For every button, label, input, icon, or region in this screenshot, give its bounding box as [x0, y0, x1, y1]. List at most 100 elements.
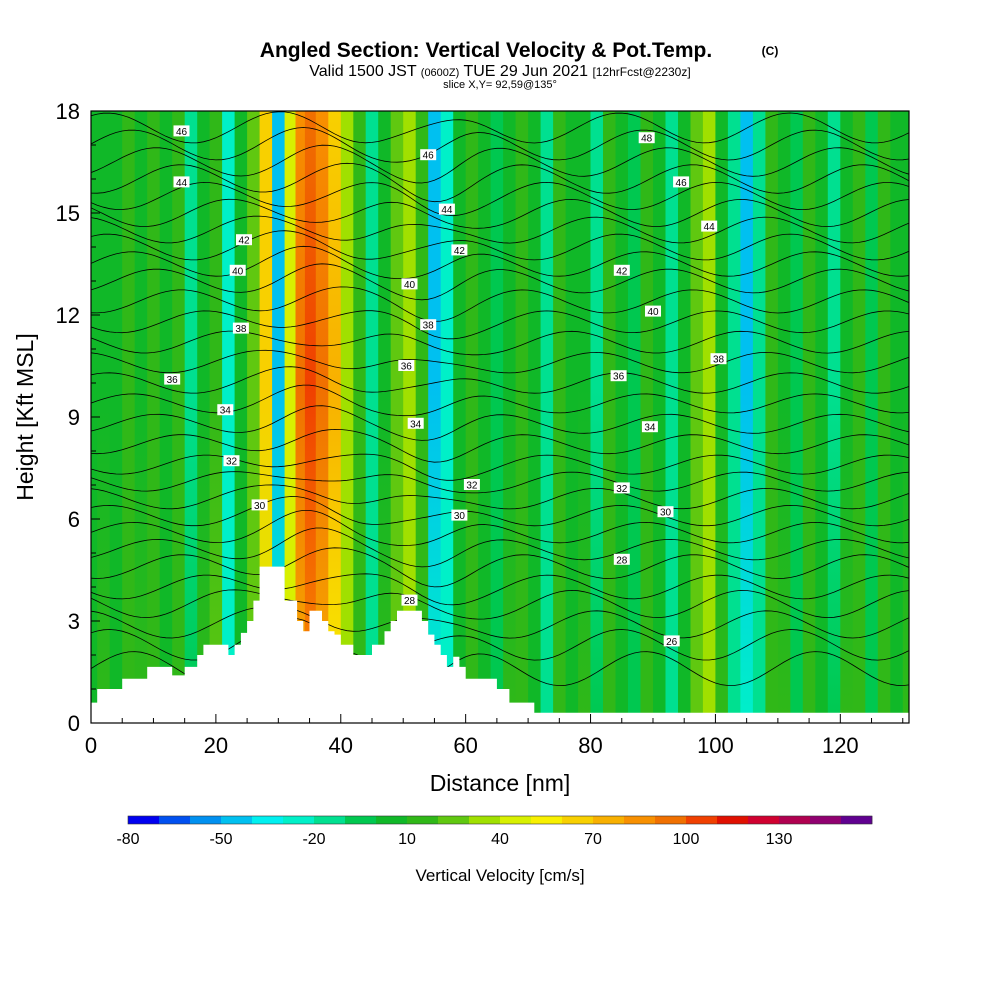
colorbar-tick-label: 70: [584, 831, 602, 848]
colorbar-swatch: [128, 816, 160, 824]
contour-label: 26: [663, 635, 680, 648]
svg-text:48: 48: [641, 134, 653, 145]
colorbar-swatch: [841, 816, 873, 824]
colorbar-tick-label: 10: [398, 831, 416, 848]
velocity-column: [490, 111, 504, 723]
velocity-column: [453, 111, 467, 723]
y-tick-label: 12: [56, 303, 80, 328]
contour-label: 28: [401, 594, 418, 607]
isentrope-line: [91, 162, 909, 203]
colorbar-swatch: [686, 816, 718, 824]
subtitle-date: TUE 29 Jun 2021: [463, 63, 588, 80]
subtitle-valid: Valid 1500 JST: [309, 63, 417, 80]
svg-text:42: 42: [616, 266, 628, 277]
velocity-column: [415, 111, 429, 723]
svg-text:36: 36: [167, 375, 179, 386]
colorbar-swatch: [500, 816, 532, 824]
velocity-column: [628, 111, 642, 723]
isentrope-line: [91, 349, 909, 374]
velocity-column: [802, 111, 816, 723]
velocity-column: [222, 111, 236, 723]
svg-text:38: 38: [713, 355, 725, 366]
isentrope-line: [91, 547, 909, 588]
velocity-column: [765, 111, 779, 723]
velocity-column: [284, 111, 297, 723]
colorbar-tick-label: -50: [209, 831, 232, 848]
svg-text:30: 30: [454, 511, 466, 522]
colorbar-tick-label: 40: [491, 831, 509, 848]
y-axis-label: Height [Kft MSL]: [12, 333, 38, 500]
isentrope-line: [91, 496, 909, 527]
velocity-column: [528, 111, 542, 723]
svg-text:42: 42: [238, 236, 250, 247]
velocity-column: [209, 111, 223, 723]
contour-label: 28: [613, 553, 630, 566]
velocity-column: [365, 111, 379, 723]
velocity-column: [827, 111, 841, 723]
colorbar-swatch: [407, 816, 439, 824]
svg-text:40: 40: [404, 280, 416, 291]
colorbar-tick-label: -20: [302, 831, 325, 848]
contour-label: 44: [438, 203, 455, 216]
colorbar-tick-label: 130: [766, 831, 793, 848]
x-axis-label: Distance [nm]: [430, 770, 571, 796]
contour-label: 46: [420, 149, 437, 162]
velocity-column: [503, 111, 517, 723]
colorbar-tick-label: 100: [673, 831, 700, 848]
svg-text:32: 32: [466, 481, 478, 492]
subtitle-utc: (0600Z): [421, 67, 460, 79]
plot-area: 46 44 42 40 38 36 34 32 30 46 44 42 40 38 36 34 32 30 28 48…: [91, 111, 909, 723]
contour-labels: 46 44 42 40 38 36 34 32 30 46 44 42 40 38 36 34 32 30 28 48…: [164, 125, 727, 648]
chart-title-units: (C): [762, 44, 779, 58]
isentrope-line: [91, 510, 909, 547]
velocity-column: [465, 111, 479, 723]
velocity-column: [295, 111, 306, 723]
velocity-column: [540, 111, 554, 723]
svg-text:34: 34: [220, 406, 232, 417]
colorbar-swatch: [562, 816, 594, 824]
colorbar-swatch: [345, 816, 377, 824]
colorbar-swatch: [469, 816, 501, 824]
contour-label: 38: [420, 319, 437, 332]
velocity-column: [134, 111, 148, 723]
velocity-column: [304, 111, 317, 723]
x-tick-label: 20: [204, 733, 228, 758]
svg-text:34: 34: [644, 423, 656, 434]
isentrope-line: [91, 405, 909, 441]
contour-label: 42: [236, 234, 252, 247]
svg-text:42: 42: [454, 246, 466, 257]
isentrope-line: [91, 286, 909, 322]
y-tick-label: 9: [68, 405, 80, 430]
isentrope-line: [91, 127, 909, 163]
isentrope-line: [91, 263, 909, 301]
contour-label: 40: [229, 264, 246, 277]
contour-label: 38: [710, 353, 727, 366]
colorbar-swatch: [376, 816, 408, 824]
contour-label: 42: [613, 264, 630, 277]
velocity-column: [403, 111, 417, 723]
velocity-column: [390, 111, 404, 723]
isentrope-line: [91, 484, 909, 510]
contour-label: 48: [638, 132, 655, 145]
contour-label: 30: [451, 509, 468, 522]
svg-text:34: 34: [410, 419, 422, 430]
contour-label: 46: [673, 176, 690, 189]
contour-label: 30: [657, 506, 674, 519]
potential-temperature-contours: [91, 111, 909, 689]
svg-text:32: 32: [616, 484, 628, 495]
velocity-column: [815, 111, 829, 723]
isentrope-line: [91, 366, 909, 394]
colorbar-swatch: [779, 816, 811, 824]
vertical-velocity-field: [91, 111, 909, 723]
isentrope-line: [91, 111, 909, 144]
contour-label: 40: [645, 305, 661, 318]
isentrope-line: [91, 310, 909, 340]
velocity-column: [378, 111, 392, 723]
colorbar-swatch: [810, 816, 842, 824]
velocity-column: [159, 111, 173, 723]
velocity-column: [890, 111, 904, 723]
x-tick-label: 80: [578, 733, 602, 758]
svg-text:44: 44: [176, 178, 188, 189]
y-tick-label: 15: [56, 201, 80, 226]
